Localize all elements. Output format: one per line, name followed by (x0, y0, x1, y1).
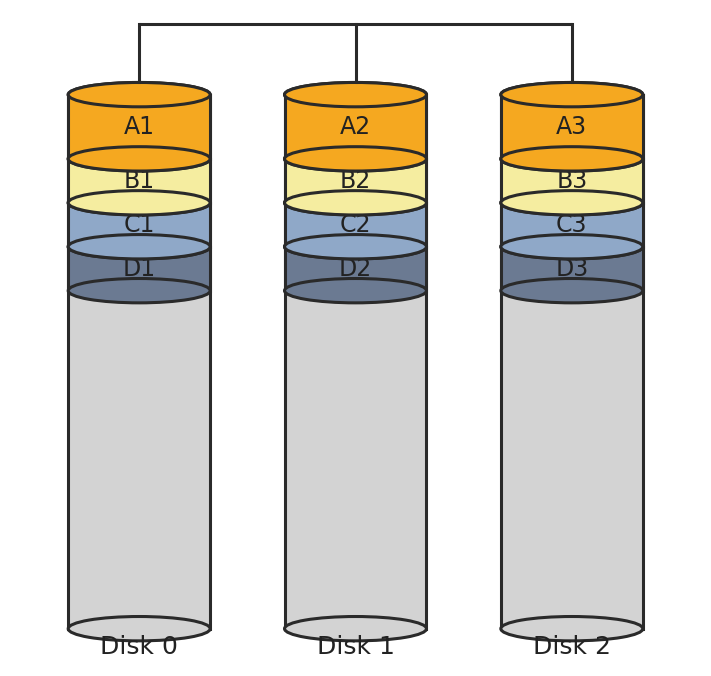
Text: B3: B3 (556, 169, 587, 193)
Ellipse shape (68, 617, 210, 641)
Bar (284, 95, 427, 159)
Bar (68, 203, 210, 247)
Text: A3: A3 (556, 115, 587, 139)
Bar (501, 95, 643, 629)
Text: A2: A2 (340, 115, 371, 139)
Bar (68, 159, 210, 203)
Ellipse shape (68, 279, 210, 303)
Ellipse shape (68, 82, 210, 107)
Bar (501, 159, 643, 203)
Ellipse shape (501, 147, 643, 171)
Ellipse shape (284, 235, 427, 259)
Text: A1: A1 (124, 115, 155, 139)
Text: Disk 0: Disk 0 (100, 635, 178, 659)
Text: B2: B2 (340, 169, 371, 193)
Ellipse shape (284, 279, 427, 303)
Text: D2: D2 (339, 257, 372, 281)
Ellipse shape (68, 147, 210, 171)
Text: C1: C1 (124, 213, 155, 237)
Ellipse shape (501, 191, 643, 215)
Bar (501, 203, 643, 247)
Text: C2: C2 (340, 213, 371, 237)
Ellipse shape (501, 617, 643, 641)
Ellipse shape (501, 279, 643, 303)
Ellipse shape (501, 235, 643, 259)
Bar (68, 95, 210, 629)
Ellipse shape (68, 235, 210, 259)
Ellipse shape (501, 235, 643, 259)
Bar (501, 95, 643, 159)
Text: D3: D3 (555, 257, 589, 281)
Ellipse shape (284, 235, 427, 259)
Ellipse shape (68, 147, 210, 171)
Ellipse shape (284, 191, 427, 215)
Ellipse shape (501, 82, 643, 107)
Ellipse shape (284, 82, 427, 107)
Ellipse shape (68, 235, 210, 259)
Ellipse shape (284, 82, 427, 107)
Ellipse shape (68, 191, 210, 215)
Ellipse shape (501, 191, 643, 215)
Text: Disk 1: Disk 1 (316, 635, 395, 659)
Ellipse shape (284, 191, 427, 215)
Bar (284, 95, 427, 629)
Ellipse shape (284, 147, 427, 171)
Bar (284, 159, 427, 203)
Text: Disk 2: Disk 2 (533, 635, 611, 659)
Bar (284, 203, 427, 247)
Bar (284, 247, 427, 291)
Bar (68, 95, 210, 159)
Ellipse shape (68, 191, 210, 215)
Ellipse shape (284, 147, 427, 171)
Bar (501, 247, 643, 291)
Bar (68, 247, 210, 291)
Ellipse shape (501, 147, 643, 171)
Text: C3: C3 (556, 213, 587, 237)
Ellipse shape (284, 617, 427, 641)
Text: D1: D1 (122, 257, 156, 281)
Text: B1: B1 (124, 169, 155, 193)
Ellipse shape (501, 82, 643, 107)
Ellipse shape (68, 82, 210, 107)
